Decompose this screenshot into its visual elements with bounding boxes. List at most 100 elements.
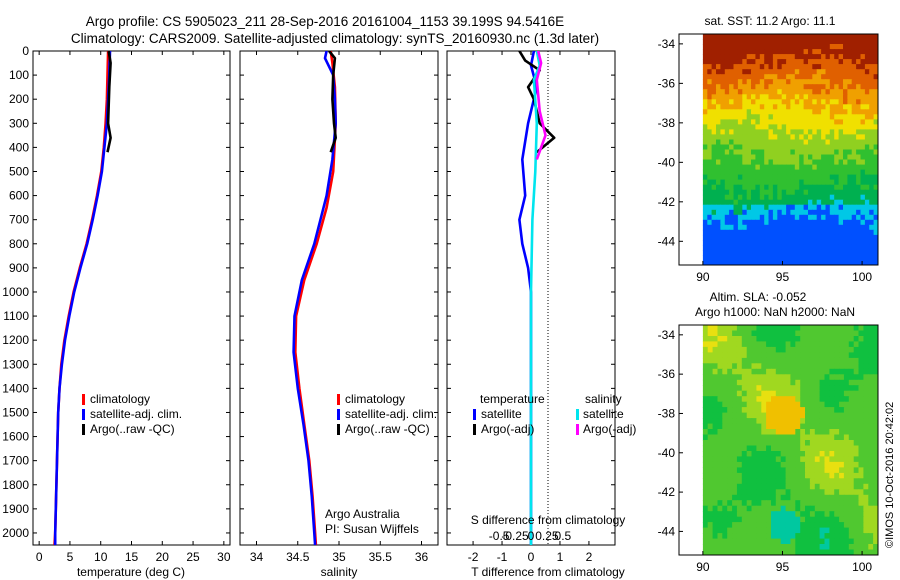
sst-cell bbox=[720, 174, 726, 181]
sst-cell bbox=[856, 234, 862, 241]
sla-map-frame bbox=[678, 324, 879, 556]
sst-cell bbox=[768, 260, 774, 265]
sla-cell bbox=[795, 549, 801, 555]
sst-cell bbox=[843, 164, 848, 171]
sla-cell bbox=[741, 401, 748, 408]
sst-cell bbox=[755, 139, 761, 146]
sla-cell bbox=[702, 341, 709, 348]
sla-cell bbox=[702, 434, 709, 441]
sst-cell bbox=[768, 199, 774, 206]
sst-cell bbox=[843, 219, 848, 226]
sst-cell bbox=[768, 109, 774, 115]
sst-cell bbox=[803, 234, 809, 241]
sst-cell bbox=[829, 119, 835, 125]
sla-cell bbox=[829, 511, 835, 518]
sla-cell bbox=[790, 472, 796, 479]
sst-cell bbox=[716, 209, 721, 216]
sst-cell bbox=[781, 44, 787, 50]
sla-cell bbox=[727, 440, 733, 447]
y-tick-label: 700 bbox=[9, 213, 29, 227]
sst-cell bbox=[816, 84, 822, 90]
sla-cell bbox=[771, 418, 777, 425]
sla-cell bbox=[873, 440, 878, 447]
sst-cell bbox=[746, 129, 752, 135]
sst-cell bbox=[821, 149, 827, 156]
sla-cell bbox=[814, 407, 821, 414]
sst-cell bbox=[755, 69, 761, 75]
sst-cell bbox=[808, 239, 813, 246]
sst-cell bbox=[829, 69, 835, 75]
sst-cell bbox=[847, 234, 853, 241]
sla-cell bbox=[814, 467, 821, 474]
sst-cell bbox=[720, 139, 726, 146]
sst-cell bbox=[746, 89, 752, 95]
sst-cell bbox=[834, 159, 840, 166]
sst-cell bbox=[829, 149, 835, 156]
sst-cell bbox=[781, 94, 787, 100]
sst-cell bbox=[786, 134, 792, 140]
sst-cell bbox=[755, 224, 761, 231]
sla-cell bbox=[868, 341, 874, 348]
sst-cell bbox=[799, 99, 805, 105]
sla-cell bbox=[795, 451, 801, 458]
sla-cell bbox=[785, 533, 792, 540]
sla-cell bbox=[809, 538, 816, 545]
sst-cell bbox=[716, 239, 721, 246]
legend-label: climatology bbox=[90, 392, 150, 406]
sla-cell bbox=[834, 390, 840, 397]
sst-cell bbox=[711, 255, 717, 261]
sla-cell bbox=[790, 500, 796, 507]
sst-cell bbox=[803, 189, 809, 196]
sla-cell bbox=[702, 325, 709, 332]
sla-cell bbox=[800, 346, 806, 353]
sst-cell bbox=[777, 199, 783, 206]
sst-cell bbox=[860, 74, 866, 80]
sst-cell bbox=[790, 64, 796, 70]
sla-cell bbox=[732, 346, 738, 353]
sst-cell bbox=[729, 99, 735, 105]
sla-cell bbox=[702, 472, 709, 479]
sst-cell bbox=[821, 219, 827, 226]
sla-cell bbox=[751, 538, 757, 545]
sst-cell bbox=[869, 184, 875, 191]
sla-cell bbox=[785, 478, 792, 485]
sla-cell bbox=[873, 412, 878, 419]
sla-cell bbox=[790, 456, 796, 463]
sst-cell bbox=[790, 79, 796, 85]
sst-cell bbox=[794, 194, 800, 201]
sst-cell bbox=[812, 204, 818, 211]
sst-cell bbox=[803, 179, 809, 186]
sst-cell bbox=[755, 219, 761, 226]
sla-cell bbox=[751, 456, 757, 463]
sst-cell bbox=[737, 249, 743, 256]
sla-cell bbox=[766, 511, 772, 518]
imos-credit: ©IMOS 10-Oct-2016 20:42:02 bbox=[884, 402, 896, 548]
sst-cell bbox=[733, 224, 739, 231]
sst-cell bbox=[790, 69, 796, 75]
sst-cell bbox=[711, 184, 717, 191]
sla-cell bbox=[829, 336, 835, 343]
sst-cell bbox=[716, 129, 721, 135]
sla-cell bbox=[868, 549, 874, 555]
sst-cell bbox=[720, 109, 726, 115]
sla-cell bbox=[775, 385, 782, 392]
sst-cell bbox=[847, 184, 853, 191]
sst-cell bbox=[716, 189, 721, 196]
sla-cell bbox=[707, 500, 714, 507]
sla-cell bbox=[780, 330, 787, 337]
sst-cell bbox=[838, 74, 844, 80]
sst-cell bbox=[733, 189, 739, 196]
sla-cell bbox=[756, 423, 762, 430]
sla-cell bbox=[780, 390, 787, 397]
sst-cell bbox=[729, 224, 735, 231]
sst-cell bbox=[751, 199, 756, 206]
x-tick-label: 36 bbox=[415, 550, 429, 564]
sla-cell bbox=[819, 423, 826, 430]
sla-cell bbox=[702, 511, 709, 518]
sst-cell bbox=[711, 224, 717, 231]
sla-cell bbox=[756, 341, 762, 348]
sla-cell bbox=[727, 527, 733, 534]
sst-cell bbox=[856, 260, 862, 265]
sla-cell bbox=[819, 429, 826, 436]
x-tick-label: 0 bbox=[528, 550, 535, 564]
